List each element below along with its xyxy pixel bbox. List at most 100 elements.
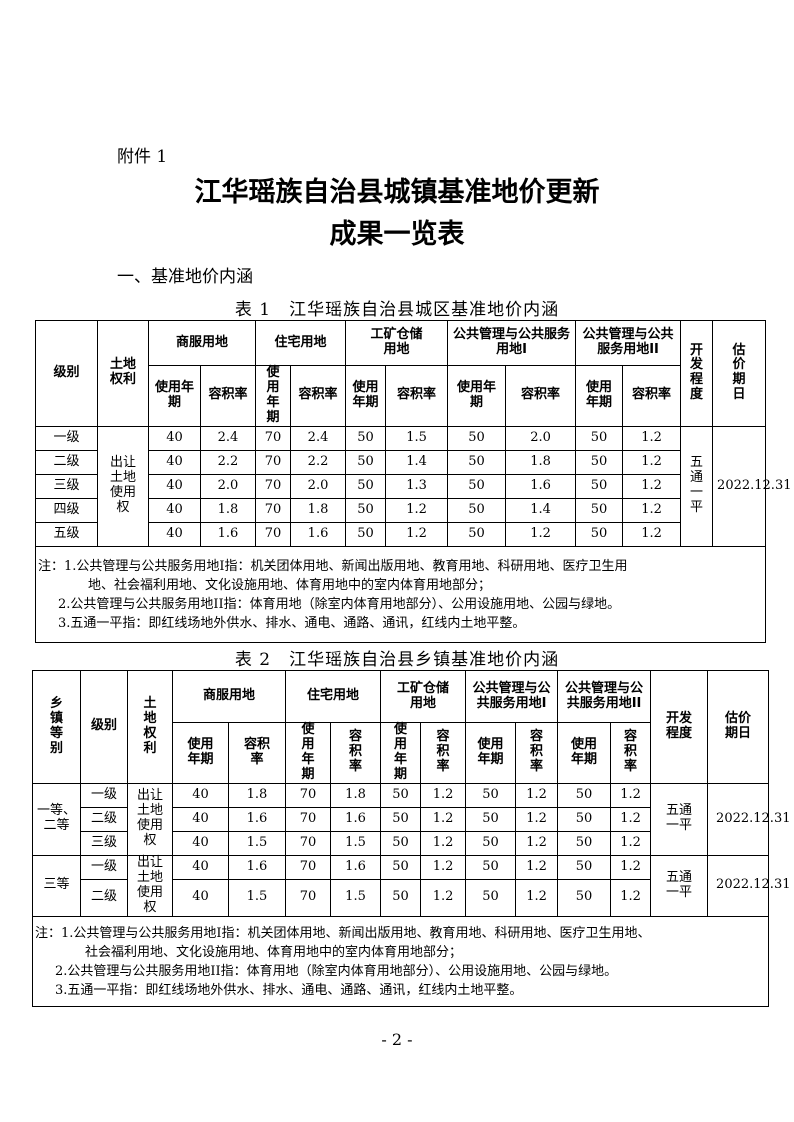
value-cell: 50 [380,830,422,856]
value-cell: 1.2 [420,830,467,856]
value-cell: 40 [148,473,201,499]
value-cell: 50 [465,830,517,856]
value-cell: 40 [172,806,229,832]
value-cell: 2.2 [290,449,347,475]
value-cell: 50 [575,449,624,475]
table-row: 二级 40 2.2 70 2.2 50 1.4 50 1.8 50 1.2 [35,449,766,475]
value-cell: 1.2 [610,830,652,856]
table-row: 四级 40 1.8 70 1.8 50 1.2 50 1.4 50 1.2 [35,497,766,523]
header-industrial: 工矿仓储用地 [345,320,449,366]
value-cell: 1.2 [622,473,682,499]
header-valuation-date: 估价期日 [712,320,767,427]
header-land-right: 土地权利 [97,320,149,427]
header-years: 使用年期 [172,722,229,784]
header-grade: 级别 [80,670,128,784]
document-title-line2: 成果一览表 [329,219,465,250]
value-cell: 40 [148,497,201,523]
value-cell: 2.4 [199,425,257,451]
development-cell: 五通一平 [650,782,709,856]
land-right-cell: 出让土地使用权 [127,782,173,856]
value-cell: 2.0 [290,473,347,499]
value-cell: 1.2 [622,521,682,547]
value-cell: 70 [285,854,332,881]
value-cell: 1.2 [385,521,449,547]
value-cell: 40 [148,425,201,451]
header-public1: 公共管理与公共服务用地I [447,320,577,366]
header-years: 使用年期 [575,365,624,427]
value-cell: 1.5 [385,425,449,451]
header-far: 容积率 [610,722,652,784]
value-cell: 1.2 [622,449,682,475]
header-industrial: 工矿仓储用地 [380,670,467,723]
attachment-label: 附件 1 [117,147,168,167]
development-cell: 五通一平 [680,425,714,547]
value-cell: 40 [172,879,229,917]
grade-cell: 三级 [80,830,128,856]
value-cell: 1.2 [515,830,559,856]
grade-cell: 二级 [80,879,128,917]
value-cell: 40 [172,782,229,808]
value-cell: 1.2 [420,854,467,881]
value-cell: 50 [380,782,422,808]
header-years: 使用年期 [380,722,422,784]
table1-caption: 表 1 江华瑶族自治县城区基准地价内涵 [234,300,560,320]
value-cell: 50 [465,806,517,832]
header-residential: 住宅用地 [255,320,347,366]
value-cell: 1.2 [420,782,467,808]
value-cell: 40 [172,830,229,856]
value-cell: 50 [557,782,612,808]
value-cell: 1.4 [505,497,577,523]
value-cell: 1.2 [610,854,652,881]
header-years: 使用年期 [255,365,292,427]
value-cell: 1.2 [515,879,559,917]
value-cell: 40 [172,854,229,881]
notes-cell: 注：1.公共管理与公共服务用地I指：机关团体用地、新闻出版用地、教育用地、科研用… [31,915,770,1007]
value-cell: 1.2 [622,425,682,451]
value-cell: 1.8 [199,497,257,523]
header-residential: 住宅用地 [285,670,382,723]
value-cell: 70 [255,497,292,523]
header-far: 容积率 [199,365,257,427]
header-far: 容积率 [420,722,467,784]
value-cell: 50 [447,425,507,451]
grade-cell: 一级 [80,854,128,881]
value-cell: 1.6 [227,854,287,881]
value-cell: 50 [465,782,517,808]
value-cell: 50 [447,497,507,523]
value-cell: 2.4 [290,425,347,451]
value-cell: 70 [255,473,292,499]
value-cell: 1.8 [330,782,382,808]
header-far: 容积率 [622,365,682,427]
note-line: 注：1.公共管理与公共服务用地I指：机关团体用地、新闻出版用地、教育用地、科研用… [38,559,628,575]
value-cell: 1.2 [622,497,682,523]
value-cell: 50 [557,806,612,832]
value-cell: 50 [345,449,387,475]
table2-caption: 表 2 江华瑶族自治县乡镇基准地价内涵 [234,650,560,670]
section-heading: 一、基准地价内涵 [117,267,253,287]
header-land-right: 土地权利 [127,670,173,784]
value-cell: 1.6 [199,521,257,547]
value-cell: 2.0 [505,425,577,451]
value-cell: 1.2 [515,854,559,881]
header-years: 使用年期 [148,365,201,427]
value-cell: 70 [285,782,332,808]
value-cell: 50 [465,854,517,881]
land-right-cell: 出让土地使用权 [97,425,149,547]
header-public2: 公共管理与公共服务用地II [557,670,652,723]
value-cell: 70 [255,449,292,475]
header-commercial: 商服用地 [171,670,287,723]
table-row: 三级 40 2.0 70 2.0 50 1.3 50 1.6 50 1.2 [35,473,766,499]
valuation-date-cell: 2022.12.31 [707,854,790,917]
value-cell: 50 [447,449,507,475]
value-cell: 1.6 [227,806,287,832]
document-title-line1: 江华瑶族自治县城镇基准地价更新 [194,177,600,208]
header-years: 使用年期 [285,722,332,784]
header-years: 使用年期 [345,365,387,427]
town-grade-cell: 一等、二等 [32,782,81,856]
header-grade: 级别 [35,320,98,427]
table-row: 二级 40 1.5 70 1.5 50 1.2 50 1.2 50 1.2 [33,879,769,917]
value-cell: 40 [148,449,201,475]
value-cell: 50 [557,854,612,881]
land-right-cell: 出让土地使用权 [127,854,173,917]
header-development: 开发程度 [650,670,709,784]
